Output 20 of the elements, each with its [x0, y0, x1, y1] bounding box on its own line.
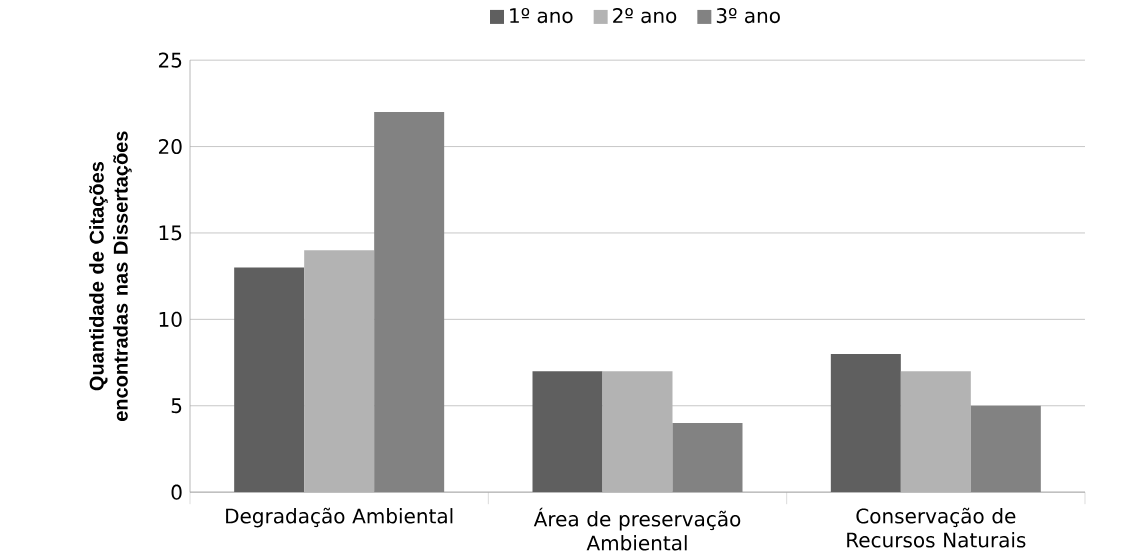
y-tick-label: 0: [171, 484, 182, 500]
y-axis-title: Quantidade de Citações encontradas nas Dissertações: [89, 131, 132, 421]
x-tick-label: Conservação de Recursos Naturais: [847, 507, 1026, 548]
bar: [672, 422, 743, 493]
y-tick-label: 20: [158, 138, 182, 155]
bar: [374, 111, 445, 493]
legend-label: 3º ano: [716, 7, 780, 24]
y-tick-label: 10: [159, 311, 182, 327]
x-tick-label: Degradação Ambiental: [226, 507, 453, 528]
bar: [830, 353, 901, 493]
bar: [970, 405, 1041, 493]
y-tick-label: 15: [159, 225, 182, 241]
legend-label: 2º ano: [613, 7, 677, 24]
bar: [532, 371, 603, 493]
x-tick-label: Área de preservação Ambiental: [533, 507, 741, 551]
bar: [304, 250, 375, 493]
y-tick-label: 25: [158, 52, 182, 68]
legend-label: 1º ano: [510, 7, 573, 24]
bar: [234, 267, 305, 493]
y-tick-label: 5: [171, 398, 182, 414]
